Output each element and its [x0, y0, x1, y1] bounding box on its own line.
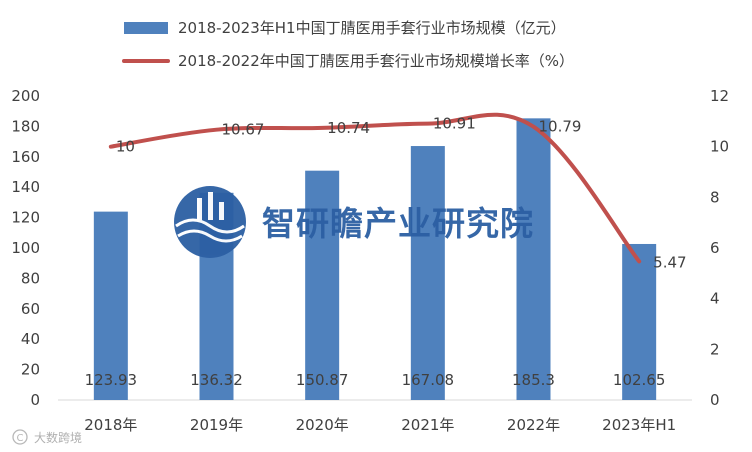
bar-data-label: 123.93 [85, 371, 138, 389]
credit-text: 大数跨境 [34, 430, 82, 445]
line-labels: 10 10.67 10.74 10.91 10.79 5.47 [116, 115, 687, 272]
y-right-tick-label: 4 [710, 290, 720, 308]
y-left-tick-label: 0 [30, 391, 40, 409]
y-left-tick-label: 140 [11, 178, 40, 196]
x-tick-label: 2021年 [401, 416, 454, 434]
bar [516, 118, 551, 401]
legend-bar-swatch [124, 22, 168, 34]
axes: 0 20 40 60 80 100 120 140 160 180 200 0 2 4 6 8 10 12 2018… [11, 87, 729, 434]
bar-labels: 123.93 136.32 150.87 167.08 185.3 102.65 [85, 371, 666, 389]
y-left-tick-label: 180 [11, 117, 40, 135]
line-data-label: 10 [116, 138, 135, 156]
bar [622, 243, 657, 400]
bar-data-label: 150.87 [296, 371, 349, 389]
bar [305, 170, 340, 400]
y-right-tick-label: 0 [710, 391, 720, 409]
svg-text:C: C [17, 433, 24, 444]
y-left-tick-label: 200 [11, 87, 40, 105]
bar [93, 211, 128, 400]
growth-line-layer [108, 112, 642, 264]
legend: 2018-2023年H1中国丁腈医用手套行业市场规模（亿元） 2018-2022… [122, 19, 574, 70]
x-tick-label: 2022年 [507, 416, 560, 434]
line-data-label: 10.91 [433, 115, 476, 133]
y-left-tick-label: 100 [11, 239, 40, 257]
watermark: 智研瞻产业研究院 [174, 186, 534, 258]
bar-data-label: 185.3 [512, 371, 555, 389]
x-tick-label: 2020年 [296, 416, 349, 434]
y-left-tick-label: 40 [21, 330, 40, 348]
y-right-tick-label: 8 [710, 188, 720, 206]
y-left-tick-label: 120 [11, 209, 40, 227]
bars [93, 118, 657, 401]
credit: C 大数跨境 [12, 429, 82, 445]
y-right-tick-label: 6 [710, 239, 720, 257]
legend-bar-label: 2018-2023年H1中国丁腈医用手套行业市场规模（亿元） [178, 19, 566, 37]
line-data-label: 5.47 [653, 253, 686, 271]
y-left-tick-label: 160 [11, 148, 40, 166]
line-data-label: 10.67 [222, 121, 265, 139]
y-right-tick-label: 10 [710, 138, 729, 156]
y-left-tick-label: 60 [21, 300, 40, 318]
x-tick-label: 2019年 [190, 416, 243, 434]
y-right-tick-label: 2 [710, 340, 720, 358]
line-data-label: 10.79 [539, 118, 582, 136]
bar-data-label: 167.08 [402, 371, 455, 389]
watermark-text: 智研瞻产业研究院 [262, 204, 534, 243]
y-left-tick-label: 80 [21, 269, 40, 287]
line-data-label: 10.74 [327, 119, 370, 137]
y-left-tick-label: 20 [21, 361, 40, 379]
bar-data-label: 102.65 [613, 371, 666, 389]
copyright-icon: C [12, 429, 28, 445]
y-right-tick-label: 12 [710, 87, 729, 105]
growth-rate-line [108, 112, 642, 264]
x-tick-label: 2018年 [84, 416, 137, 434]
bar-data-label: 136.32 [190, 371, 243, 389]
bar [410, 146, 445, 400]
watermark-logo-icon [174, 186, 246, 258]
legend-line-label: 2018-2022年中国丁腈医用手套行业市场规模增长率（%） [178, 52, 574, 70]
x-tick-label: 2023年H1 [602, 416, 676, 434]
